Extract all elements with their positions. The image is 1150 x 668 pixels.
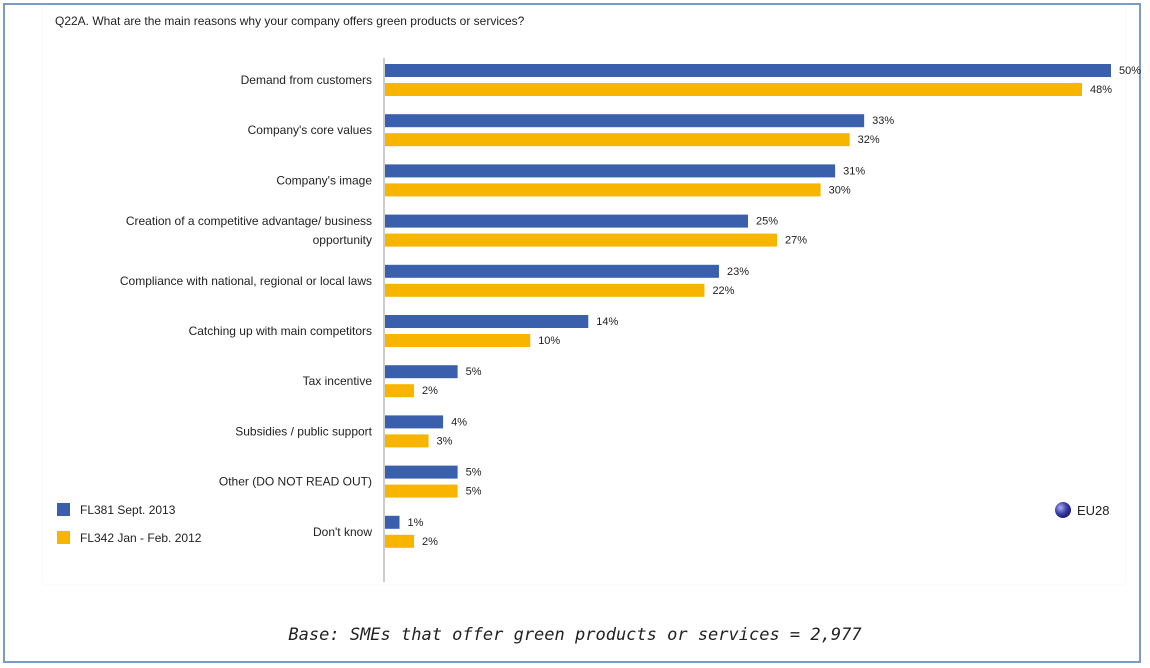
category-label: Compliance with national, regional or lo… <box>120 274 372 288</box>
category-label: Catching up with main competitors <box>189 324 372 338</box>
bar-series-1 <box>385 214 748 228</box>
legend-label-series-1: FL381 Sept. 2013 <box>80 503 176 517</box>
value-label-series-1: 1% <box>408 517 424 529</box>
bar-series-1 <box>385 365 458 379</box>
bar-series-2 <box>385 233 778 247</box>
value-label-series-2: 5% <box>466 486 482 498</box>
legend: FL381 Sept. 2013 FL342 Jan - Feb. 2012 <box>57 503 202 545</box>
base-footnote: Base: SMEs that offer green products or … <box>288 625 862 645</box>
bar-series-2 <box>385 133 850 147</box>
legend-swatch-series-1 <box>57 503 70 516</box>
bar-series-1 <box>385 114 865 128</box>
bar-series-1 <box>385 465 458 479</box>
value-label-series-1: 5% <box>466 467 482 479</box>
category-label-line: Tax incentive <box>303 374 373 388</box>
value-label-series-2: 10% <box>538 335 560 347</box>
category-label: Tax incentive <box>303 374 373 388</box>
bar-series-2 <box>385 334 531 347</box>
category-label-line: Don't know <box>313 525 372 539</box>
bar-series-2 <box>385 434 429 448</box>
category-label: Don't know <box>313 525 372 539</box>
category-label-line: Catching up with main competitors <box>189 324 372 338</box>
globe-icon <box>1055 502 1071 518</box>
value-label-series-1: 4% <box>451 416 467 428</box>
category-label: Demand from customers <box>241 73 372 87</box>
region-label: EU28 <box>1077 503 1110 518</box>
value-label-series-2: 48% <box>1090 84 1112 96</box>
bar-series-1 <box>385 415 444 429</box>
category-label: Subsidies / public support <box>235 424 372 438</box>
category-label-line: Company's core values <box>248 123 372 137</box>
category-label: Creation of a competitive advantage/ bus… <box>126 214 372 247</box>
bar-series-1 <box>385 164 836 178</box>
bar-series-1 <box>385 264 719 278</box>
bar-series-2 <box>385 534 415 548</box>
category-label-line: Creation of a competitive advantage/ bus… <box>126 214 372 228</box>
value-label-series-2: 27% <box>785 235 807 247</box>
bar-series-1 <box>385 515 400 529</box>
category-label-line: Other (DO NOT READ OUT) <box>219 475 372 489</box>
region-indicator: EU28 <box>1055 502 1110 518</box>
category-label-line: Company's image <box>276 173 372 187</box>
value-label-series-1: 50% <box>1119 65 1141 77</box>
legend-label-series-2: FL342 Jan - Feb. 2012 <box>80 531 202 545</box>
value-label-series-2: 32% <box>858 134 880 146</box>
category-label: Other (DO NOT READ OUT) <box>219 475 372 489</box>
value-label-series-2: 2% <box>422 385 438 397</box>
value-label-series-1: 31% <box>843 165 865 177</box>
chart-title: Q22A. What are the main reasons why your… <box>55 14 525 28</box>
category-label-line: opportunity <box>313 233 372 247</box>
category-label: Company's core values <box>248 123 372 137</box>
bar-series-1 <box>385 64 1111 77</box>
value-label-series-1: 5% <box>466 366 482 378</box>
category-label-line: Subsidies / public support <box>235 424 372 438</box>
value-label-series-1: 23% <box>727 266 749 278</box>
category-label-line: Demand from customers <box>241 73 372 87</box>
value-label-series-1: 14% <box>596 316 618 328</box>
bar-series-2 <box>385 484 458 498</box>
value-label-series-1: 25% <box>756 216 778 228</box>
bar-series-2 <box>385 183 821 197</box>
category-label: Company's image <box>276 173 372 187</box>
value-label-series-1: 33% <box>872 115 894 127</box>
legend-swatch-series-2 <box>57 531 70 544</box>
value-label-series-2: 2% <box>422 536 438 548</box>
bars-group: Demand from customers 50% 48% Company's cor… <box>120 64 1141 548</box>
bar-series-2 <box>385 283 705 297</box>
value-label-series-2: 22% <box>712 285 734 297</box>
category-label-line: Compliance with national, regional or lo… <box>120 274 372 288</box>
value-label-series-2: 3% <box>437 435 453 447</box>
bar-series-2 <box>385 83 1082 96</box>
value-label-series-2: 30% <box>829 184 851 196</box>
bar-series-2 <box>385 384 415 398</box>
bar-series-1 <box>385 315 589 328</box>
